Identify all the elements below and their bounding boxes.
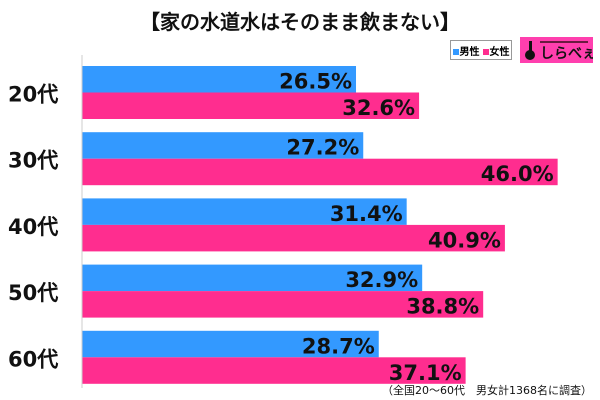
bar-female: [82, 224, 505, 252]
chart-title: 【家の水道水はそのまま飲まない】: [140, 10, 460, 34]
bar-male: [82, 132, 364, 159]
category-label: 50代: [8, 281, 58, 305]
bar-female: [82, 357, 466, 384]
data-label: 37.1%: [389, 361, 462, 385]
data-label: 32.6%: [342, 96, 415, 120]
bar-female: [82, 291, 484, 318]
category-label: 20代: [8, 83, 58, 107]
bar-male: [82, 198, 407, 225]
footnote: （全国20～60代 男女計1368名に調査）: [382, 384, 592, 397]
data-label: 46.0%: [481, 162, 554, 186]
bar-female: [82, 92, 420, 119]
legend-swatch-male: [452, 48, 459, 55]
data-label: 32.9%: [345, 268, 418, 292]
category-label: 40代: [8, 215, 58, 239]
legend-label-female: 女性: [489, 46, 510, 58]
legend-item-male: 男性: [452, 43, 480, 58]
logo-mark: しらべぇ: [525, 41, 593, 62]
data-label: 40.9%: [428, 228, 501, 252]
shirabee-logo: しらべぇ: [520, 37, 593, 63]
bar-male: [82, 264, 423, 292]
bar-male: [82, 66, 357, 93]
category-label: 30代: [8, 149, 58, 173]
bar-female: [82, 158, 558, 186]
legend-label-male: 男性: [459, 46, 480, 58]
data-label: 38.8%: [406, 295, 479, 319]
svg-text:しらべぇ: しらべぇ: [540, 46, 593, 62]
legend-swatch-female: [482, 48, 489, 55]
data-label: 28.7%: [302, 334, 375, 358]
legend-item-female: 女性: [482, 43, 510, 58]
data-label: 27.2%: [286, 136, 359, 160]
legend: 男性 女性: [450, 40, 512, 60]
bar-male: [82, 330, 379, 358]
category-label: 60代: [8, 347, 58, 371]
data-label: 31.4%: [330, 202, 403, 226]
data-label: 26.5%: [279, 70, 352, 94]
